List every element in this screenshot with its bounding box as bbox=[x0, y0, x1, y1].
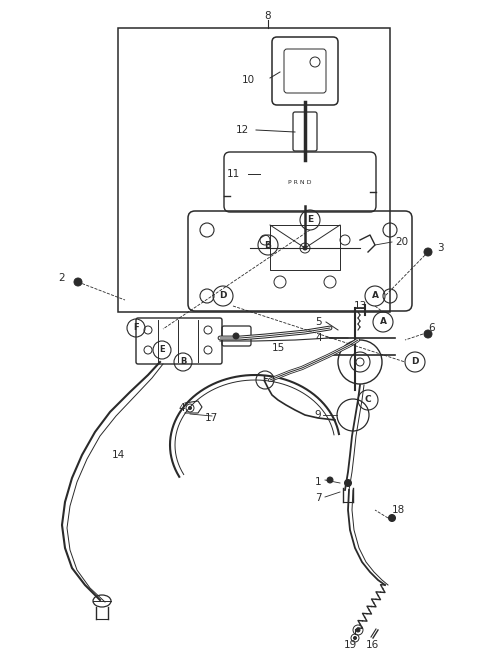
Text: 16: 16 bbox=[365, 640, 379, 650]
Circle shape bbox=[327, 477, 333, 483]
Text: 8: 8 bbox=[264, 11, 271, 21]
Text: 19: 19 bbox=[343, 640, 357, 650]
Text: 18: 18 bbox=[391, 505, 405, 515]
Text: 7: 7 bbox=[315, 493, 321, 503]
Text: 4: 4 bbox=[179, 403, 185, 413]
Text: 3: 3 bbox=[437, 243, 444, 253]
Bar bbox=[118, 28, 390, 312]
Text: 9: 9 bbox=[315, 410, 321, 420]
Text: F: F bbox=[262, 375, 268, 384]
Circle shape bbox=[356, 628, 360, 632]
Circle shape bbox=[424, 248, 432, 256]
Text: B: B bbox=[180, 358, 186, 367]
Text: 2: 2 bbox=[59, 273, 65, 283]
Text: 4: 4 bbox=[315, 333, 322, 343]
Text: E: E bbox=[159, 346, 165, 354]
Text: D: D bbox=[411, 358, 419, 367]
Text: C: C bbox=[365, 396, 372, 405]
Text: 14: 14 bbox=[111, 450, 125, 460]
Text: 20: 20 bbox=[395, 237, 408, 247]
Circle shape bbox=[388, 514, 396, 522]
Text: P R N D: P R N D bbox=[288, 180, 312, 186]
Text: 6: 6 bbox=[429, 323, 435, 333]
Text: 11: 11 bbox=[227, 169, 240, 179]
Text: A: A bbox=[372, 291, 379, 300]
Text: 1: 1 bbox=[315, 477, 321, 487]
Text: 5: 5 bbox=[315, 317, 322, 327]
Text: A: A bbox=[380, 318, 386, 327]
Circle shape bbox=[303, 246, 307, 250]
Text: B: B bbox=[264, 241, 271, 249]
Text: 17: 17 bbox=[205, 413, 218, 423]
Text: 13: 13 bbox=[353, 301, 367, 311]
Circle shape bbox=[345, 480, 351, 487]
Circle shape bbox=[74, 278, 82, 286]
Circle shape bbox=[189, 407, 192, 409]
Text: F: F bbox=[133, 323, 139, 333]
Text: D: D bbox=[219, 291, 227, 300]
Text: 10: 10 bbox=[241, 75, 254, 85]
Text: E: E bbox=[307, 216, 313, 224]
Circle shape bbox=[353, 636, 357, 640]
Text: 15: 15 bbox=[271, 343, 285, 353]
Circle shape bbox=[424, 330, 432, 338]
Circle shape bbox=[233, 333, 239, 339]
Text: 12: 12 bbox=[235, 125, 249, 135]
